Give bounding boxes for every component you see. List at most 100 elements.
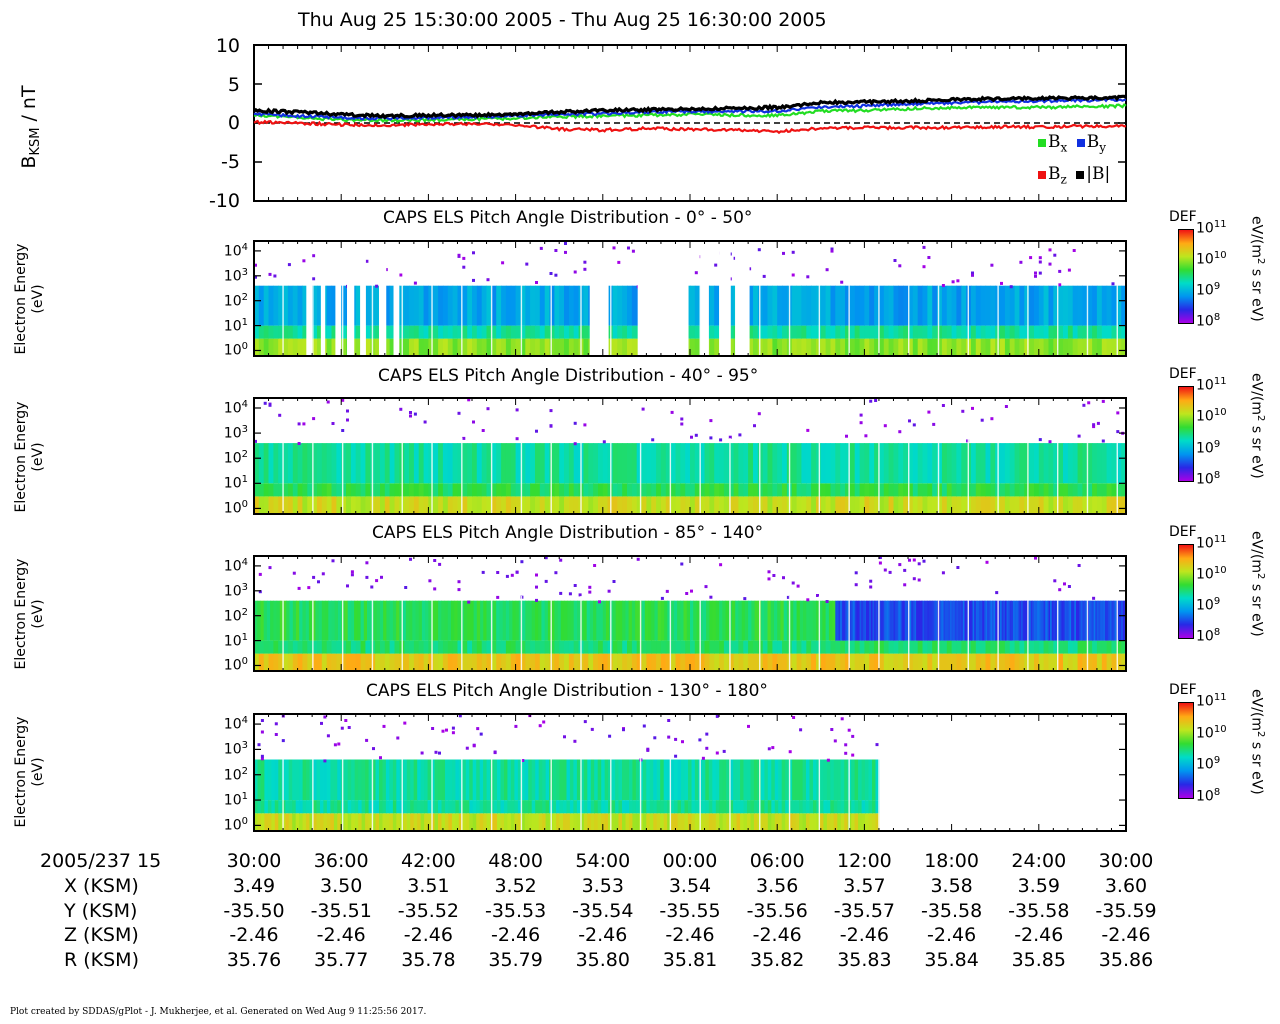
colorbar-unit: eV/(m2 s sr eV) — [1248, 689, 1266, 795]
spec-cell — [912, 653, 919, 671]
spec-cell — [281, 759, 286, 801]
spec-cell — [680, 562, 684, 566]
spec-cell — [806, 600, 811, 641]
spec-cell — [544, 556, 548, 560]
spec-cell — [917, 496, 924, 514]
spec-cell — [767, 285, 773, 326]
spec-cell — [350, 640, 357, 654]
spec-cell — [806, 640, 812, 654]
spec-cell — [743, 483, 749, 497]
spec-cell — [472, 496, 478, 514]
spec-cell — [705, 759, 710, 801]
spec-cell — [801, 653, 807, 671]
spec-cell — [601, 813, 606, 831]
spec-cell — [641, 443, 647, 484]
spec-cell — [911, 600, 914, 641]
spec-cell — [1106, 443, 1112, 484]
spec-cell — [869, 338, 875, 356]
spec-cell — [625, 600, 630, 641]
spec-cell — [417, 813, 422, 831]
spec-cell — [1014, 443, 1020, 484]
spec-cell — [625, 813, 630, 831]
spec-title-2: CAPS ELS Pitch Angle Distribution - 40° … — [378, 366, 759, 386]
spec-cell — [748, 496, 754, 514]
spec-cell — [544, 285, 551, 326]
spec-cell — [274, 759, 279, 801]
spec-cell — [830, 800, 835, 814]
spec-cell — [1093, 600, 1096, 641]
spec-cell — [515, 570, 519, 574]
colorbar-tick-label: 1010 — [1196, 723, 1227, 742]
spec-cell — [525, 325, 531, 339]
spec-cell — [631, 600, 636, 641]
spec-cell — [772, 640, 778, 654]
spec-cell — [888, 325, 894, 339]
spec-cell — [699, 496, 706, 514]
spec-cell — [706, 600, 710, 641]
spec-cell — [1109, 600, 1113, 641]
spec-cell — [358, 813, 363, 831]
spec-cell — [515, 653, 521, 671]
spec-cell — [1092, 640, 1098, 654]
spec-cell — [917, 653, 924, 671]
spec-cell — [307, 496, 313, 514]
spec-cell — [258, 640, 265, 654]
spec-cell — [1119, 600, 1122, 641]
energy-tick-label: 100 — [223, 341, 248, 360]
spec-cell — [554, 338, 560, 356]
spec-cell — [677, 759, 682, 801]
spec-cell — [927, 256, 931, 259]
spec-cell — [568, 443, 575, 484]
spec-cell — [636, 640, 643, 654]
ephem-value: -35.58 — [1008, 900, 1070, 922]
spec-cell — [496, 653, 502, 671]
spec-cell — [799, 800, 804, 814]
spec-cell — [772, 496, 778, 514]
spec-cell — [1092, 596, 1096, 600]
spec-cell — [743, 640, 749, 654]
spec-cell — [331, 285, 337, 326]
spec-cell — [479, 800, 484, 814]
spec-cell — [423, 420, 427, 424]
spec-cell — [774, 813, 779, 831]
spec-cell — [421, 600, 426, 641]
spec-cell — [874, 399, 878, 402]
spec-cell — [917, 562, 921, 566]
spec-cell — [316, 813, 321, 831]
spec-cell — [260, 759, 265, 801]
spec-cell — [656, 813, 661, 831]
spec-cell — [651, 653, 657, 671]
spec-cell — [1067, 268, 1071, 272]
spec-cell — [941, 404, 945, 407]
spec-cell — [878, 640, 885, 654]
spec-cell — [554, 285, 560, 326]
spec-cell — [1067, 483, 1074, 497]
spec-cell — [1019, 285, 1025, 326]
spec-cell — [1072, 443, 1079, 484]
spec-cell — [263, 443, 270, 484]
spec-cell — [782, 443, 788, 484]
spec-cell — [404, 443, 410, 484]
spec-cell — [496, 443, 502, 484]
spec-cell — [961, 653, 967, 671]
ephem-value: -2.46 — [578, 924, 628, 946]
spec-cell — [728, 325, 735, 339]
spec-cell — [531, 800, 536, 814]
legend-bz-swatch — [1038, 171, 1046, 179]
spec-panel-4 — [253, 713, 1127, 832]
spec-cell — [767, 325, 773, 339]
spec-cell — [586, 600, 591, 641]
spec-cell — [1019, 338, 1025, 356]
spec-cell — [1096, 653, 1103, 671]
spec-cell — [1008, 600, 1011, 641]
spec-cell — [898, 640, 904, 654]
spec-gap — [335, 241, 342, 356]
spec-cell — [738, 483, 744, 497]
spec-cell — [317, 580, 320, 584]
spec-cell — [950, 600, 953, 641]
spec-cell — [653, 800, 658, 814]
spec-cell — [846, 600, 849, 641]
spec-cell — [722, 600, 727, 641]
spec-cell — [420, 800, 425, 814]
spec-cell — [802, 759, 807, 801]
